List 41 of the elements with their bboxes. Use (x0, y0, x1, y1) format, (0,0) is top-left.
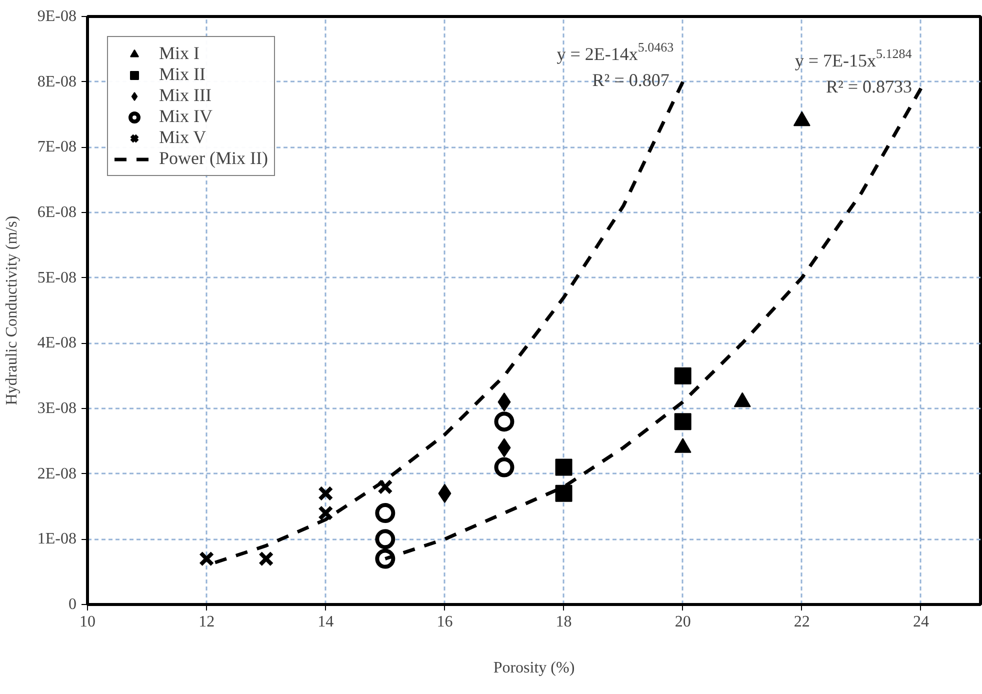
point (793, 111, 810, 126)
point (555, 484, 572, 502)
x-axis-title: Porosity (%) (493, 660, 575, 676)
point (375, 529, 396, 550)
x-tick-label: 16 (436, 614, 453, 630)
y-axis-title: Hydraulic Conductivity (m/s) (3, 216, 20, 406)
point (494, 457, 514, 478)
point (258, 551, 274, 566)
y-tick-label: 0 (68, 596, 76, 613)
legend-label: Power (Mix II) (159, 148, 268, 169)
point (318, 486, 334, 502)
x-tick-label: 18 (556, 614, 572, 630)
x-tick-label: 22 (794, 614, 810, 630)
annotation: R² = 0.8733 (826, 76, 912, 96)
x-tick-label: 20 (674, 614, 691, 630)
y-tick-label: 6E-08 (37, 204, 77, 221)
x-tick-label: 24 (912, 614, 929, 630)
legend-label: Mix I (159, 43, 200, 64)
x-tick-label: 10 (80, 614, 96, 630)
point (378, 479, 393, 495)
y-tick-label: 2E-08 (37, 465, 77, 482)
y-tick-label: 4E-08 (37, 334, 77, 352)
point (318, 505, 334, 521)
legend-label: Mix II (159, 64, 206, 85)
point (555, 458, 572, 476)
x-tick-label: 14 (318, 614, 334, 630)
point (494, 412, 514, 432)
legend-label: Mix V (159, 127, 206, 148)
y-tick-label: 1E-08 (37, 530, 77, 548)
y-tick-label: 3E-08 (37, 400, 77, 417)
legend-label: Mix IV (159, 106, 212, 127)
x-tick-label: 12 (198, 614, 215, 630)
y-tick-label: 5E-08 (37, 269, 77, 286)
y-tick-label: 7E-08 (37, 138, 77, 156)
point (674, 367, 692, 384)
point (375, 503, 396, 524)
legend-label: Mix III (159, 85, 212, 106)
y-tick-label: 8E-08 (37, 73, 77, 90)
y-tick-label: 9E-08 (37, 8, 77, 25)
point (674, 413, 692, 430)
point (198, 551, 214, 566)
